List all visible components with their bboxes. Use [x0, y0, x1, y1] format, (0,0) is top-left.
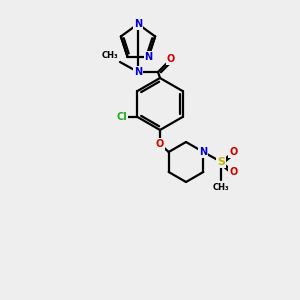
Text: N: N [134, 19, 142, 29]
Text: S: S [217, 157, 225, 167]
Text: CH₃: CH₃ [101, 51, 118, 60]
Text: N: N [199, 147, 207, 157]
Text: N: N [134, 67, 142, 77]
Text: O: O [229, 147, 237, 157]
Text: O: O [156, 139, 164, 149]
Text: CH₃: CH₃ [213, 183, 230, 192]
Text: O: O [167, 54, 175, 64]
Text: N: N [145, 52, 153, 61]
Text: Cl: Cl [116, 112, 127, 122]
Text: O: O [229, 167, 237, 177]
